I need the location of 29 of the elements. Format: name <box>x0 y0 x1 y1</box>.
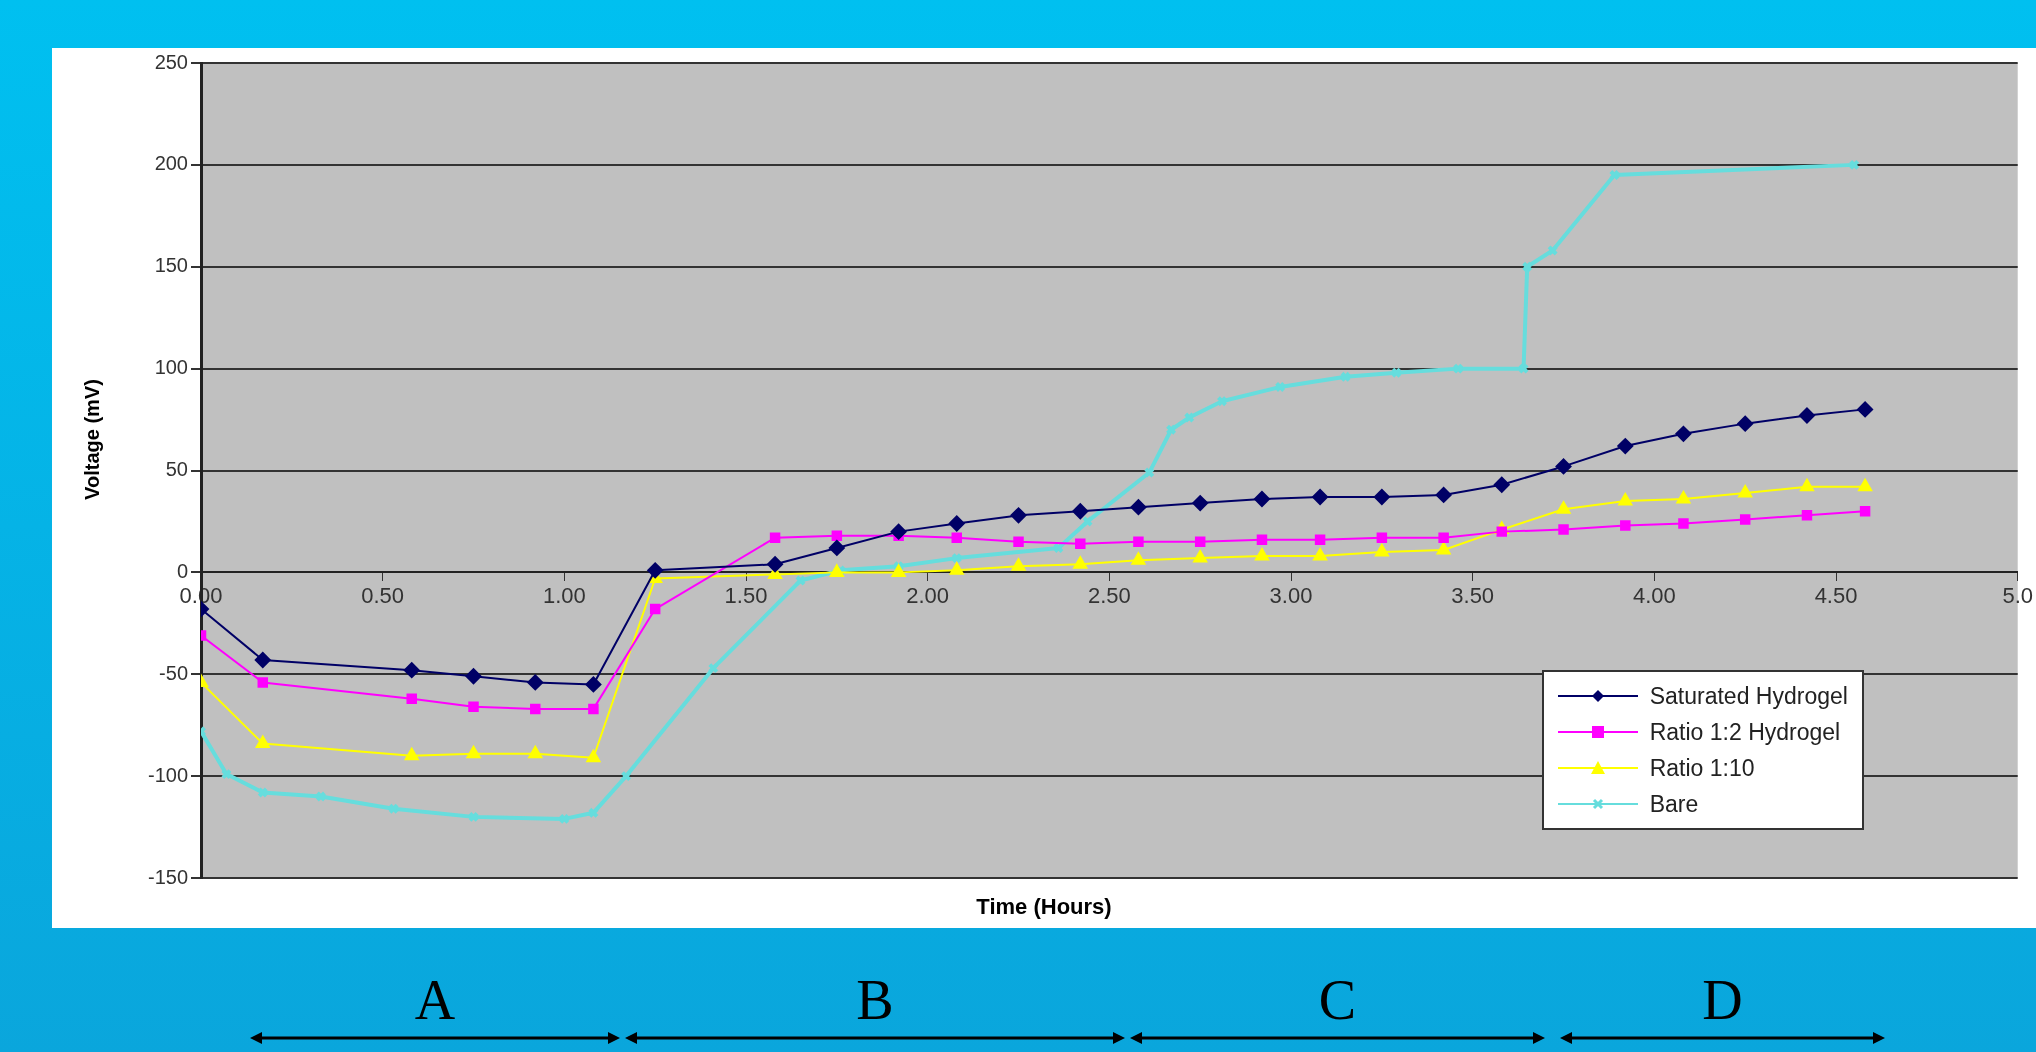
legend-label: Ratio 1:10 <box>1649 754 1755 782</box>
x-tick-label: 3.50 <box>1451 582 1495 608</box>
legend-label: Bare <box>1649 790 1699 818</box>
x-axis-title: Time (Hours) <box>975 894 1113 920</box>
legend-label: Ratio 1:2 Hydrogel <box>1649 718 1841 746</box>
y-tick-label: 100 <box>154 356 188 379</box>
x-tick-label: 0.50 <box>361 582 405 608</box>
y-tick-label: 150 <box>154 254 188 277</box>
x-tick-label: 1.00 <box>542 582 586 608</box>
x-tick-label: 3.00 <box>1269 582 1313 608</box>
y-tick-label: -100 <box>147 763 188 786</box>
x-tick-label: 2.50 <box>1087 582 1131 608</box>
x-tick-label: 4.50 <box>1814 582 1858 608</box>
text: B <box>856 968 894 1032</box>
y-tick-label: 50 <box>165 458 188 481</box>
y-tick-label: 0 <box>176 559 188 582</box>
text: D <box>1702 968 1743 1032</box>
y-tick-label: -150 <box>147 865 188 888</box>
x-tick-label: 1.50 <box>724 582 768 608</box>
y-tick-label: 200 <box>154 152 188 175</box>
x-tick-label: 2.00 <box>906 582 950 608</box>
x-tick-label: 5.0 <box>2002 582 2034 608</box>
text: C <box>1318 968 1357 1032</box>
y-axis-title: Voltage (mV) <box>80 378 104 502</box>
x-tick-label: 4.00 <box>1632 582 1676 608</box>
legend-label: Saturated Hydrogel <box>1649 682 1848 710</box>
y-tick-label: -50 <box>159 661 188 684</box>
text: A <box>414 968 456 1032</box>
y-tick-label: 250 <box>154 50 188 73</box>
